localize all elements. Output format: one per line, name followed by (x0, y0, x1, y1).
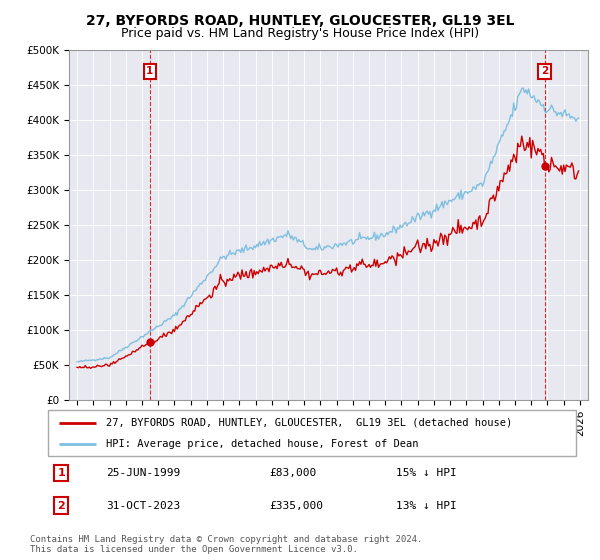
FancyBboxPatch shape (48, 410, 576, 456)
Text: 15% ↓ HPI: 15% ↓ HPI (397, 468, 457, 478)
Text: HPI: Average price, detached house, Forest of Dean: HPI: Average price, detached house, Fore… (106, 439, 419, 449)
Text: 13% ↓ HPI: 13% ↓ HPI (397, 501, 457, 511)
Text: 1: 1 (58, 468, 65, 478)
Text: 1: 1 (146, 67, 154, 76)
Text: 27, BYFORDS ROAD, HUNTLEY, GLOUCESTER,  GL19 3EL (detached house): 27, BYFORDS ROAD, HUNTLEY, GLOUCESTER, G… (106, 418, 512, 428)
Text: 25-JUN-1999: 25-JUN-1999 (106, 468, 181, 478)
Text: Contains HM Land Registry data © Crown copyright and database right 2024.
This d: Contains HM Land Registry data © Crown c… (30, 535, 422, 554)
Text: 2: 2 (541, 67, 548, 76)
Text: 31-OCT-2023: 31-OCT-2023 (106, 501, 181, 511)
Text: £335,000: £335,000 (270, 501, 324, 511)
Text: 2: 2 (58, 501, 65, 511)
Text: 27, BYFORDS ROAD, HUNTLEY, GLOUCESTER, GL19 3EL: 27, BYFORDS ROAD, HUNTLEY, GLOUCESTER, G… (86, 14, 514, 28)
Text: £83,000: £83,000 (270, 468, 317, 478)
Text: Price paid vs. HM Land Registry's House Price Index (HPI): Price paid vs. HM Land Registry's House … (121, 27, 479, 40)
